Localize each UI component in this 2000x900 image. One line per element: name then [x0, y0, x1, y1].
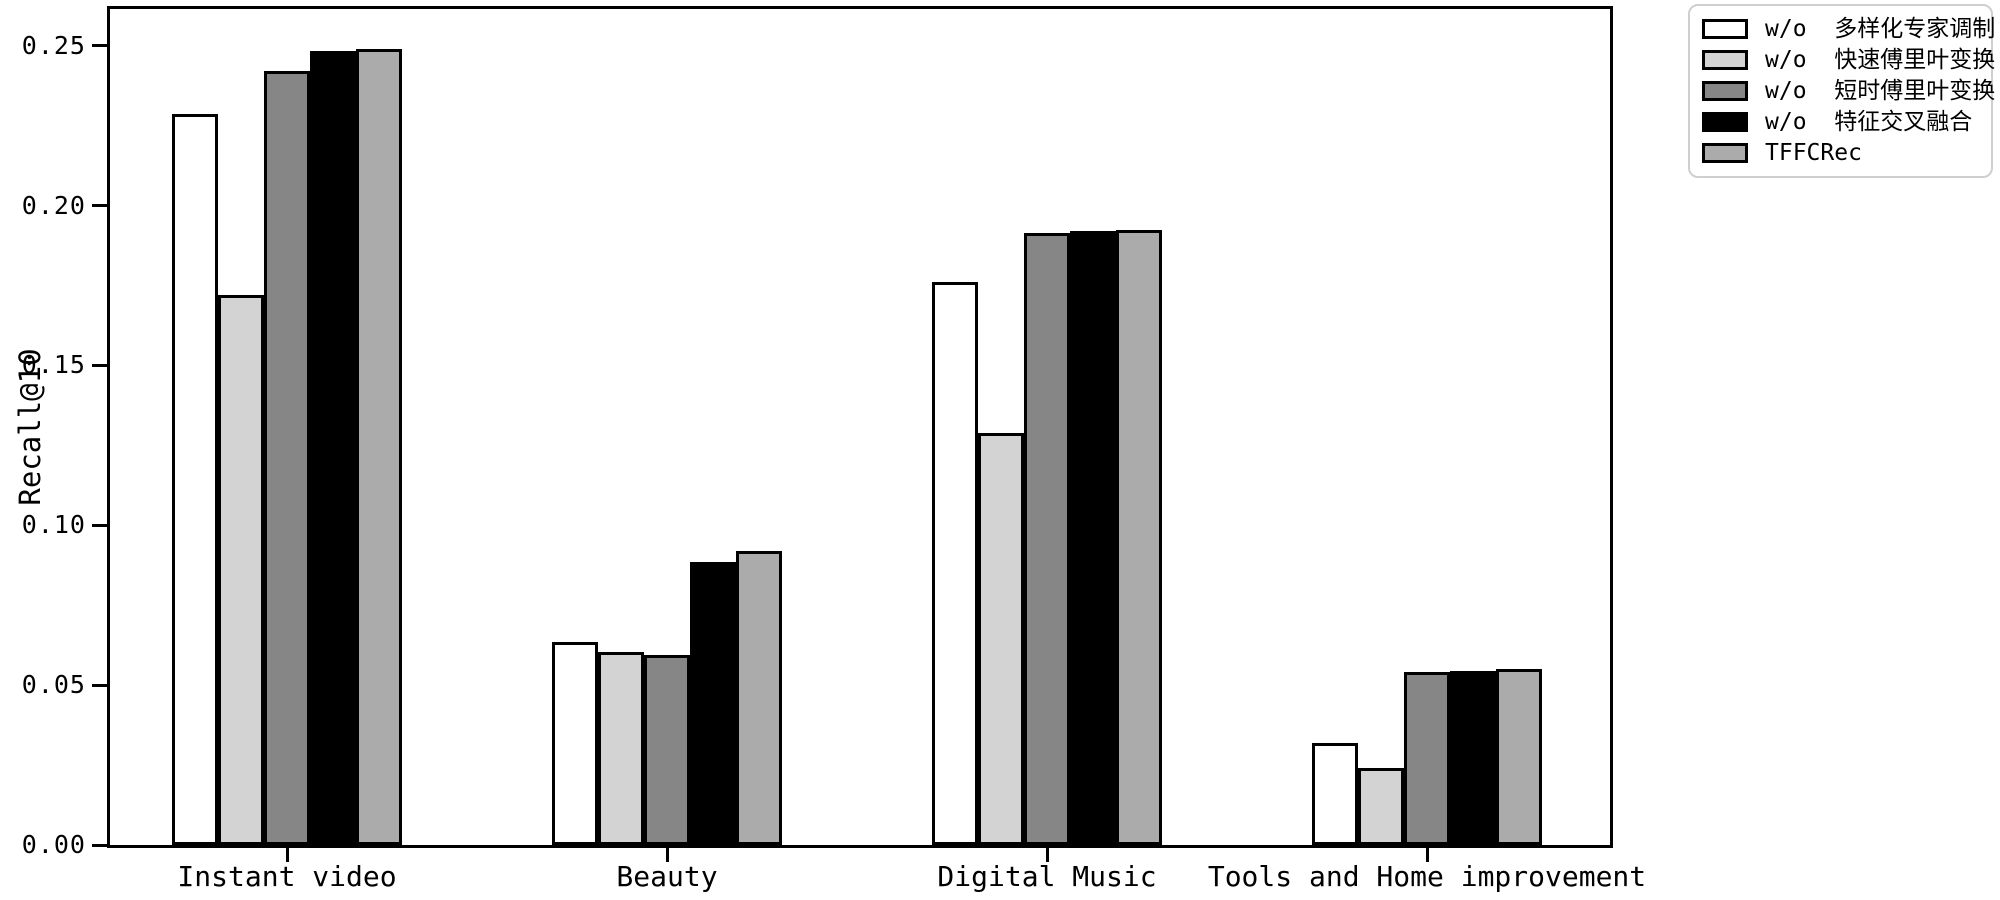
bar-series4-cat2 — [690, 562, 736, 845]
bar-series3-cat1 — [264, 71, 310, 845]
legend-entry-3: w/o 短时傅里叶变换 — [1702, 79, 1995, 103]
bar-series4-cat3 — [1070, 231, 1116, 845]
y-tick-mark-0.15 — [92, 363, 107, 367]
x-tick-label-4: Tools and Home improvement — [1207, 860, 1647, 893]
y-tick-label-0.00: 0.00 — [21, 830, 86, 859]
bar-series4-cat4 — [1450, 671, 1496, 845]
legend-swatch-1 — [1702, 19, 1748, 39]
y-tick-mark-0.25 — [92, 44, 107, 48]
bar-series1-cat1 — [172, 114, 218, 845]
bar-series4-cat1 — [310, 51, 356, 845]
legend-entry-5: TFFCRec — [1702, 141, 1979, 165]
x-tick-mark-3 — [1045, 848, 1049, 862]
legend-label-3: w/o 短时傅里叶变换 — [1765, 78, 1996, 104]
bar-series3-cat4 — [1404, 672, 1450, 845]
legend-label-5: TFFCRec — [1765, 140, 1862, 166]
legend-swatch-3 — [1702, 81, 1748, 101]
legend-entry-4: w/o 特征交叉融合 — [1702, 110, 1979, 134]
bar-series3-cat3 — [1024, 233, 1070, 845]
y-tick-label-0.05: 0.05 — [21, 670, 86, 700]
bar-series5-cat4 — [1496, 669, 1542, 845]
y-tick-mark-0.20 — [92, 204, 107, 208]
x-tick-mark-2 — [665, 848, 669, 862]
bar-series3-cat2 — [644, 655, 690, 845]
bar-series5-cat3 — [1116, 230, 1162, 845]
y-tick-label-0.10: 0.10 — [21, 510, 86, 540]
bar-series2-cat1 — [218, 295, 264, 845]
bar-series5-cat1 — [356, 49, 402, 845]
y-tick-label-0.25: 0.25 — [21, 30, 86, 60]
legend-swatch-2 — [1702, 50, 1748, 70]
x-tick-label-2: Beauty — [616, 860, 718, 893]
bar-series2-cat3 — [978, 433, 1024, 845]
bar-series2-cat2 — [598, 652, 644, 845]
y-tick-label-0.20: 0.20 — [21, 190, 86, 220]
y-tick-mark-0.10 — [92, 523, 107, 527]
y-tick-mark-0.00 — [92, 843, 107, 847]
bar-series1-cat3 — [932, 282, 978, 845]
y-tick-mark-0.05 — [92, 683, 107, 687]
legend-label-4: w/o 特征交叉融合 — [1765, 109, 1973, 135]
bar-series1-cat4 — [1312, 743, 1358, 845]
y-tick-label-0.15: 0.15 — [21, 350, 86, 380]
x-tick-label-1: Instant video — [177, 860, 397, 893]
x-tick-label-3: Digital Music — [937, 860, 1157, 893]
legend-entry-1: w/o 多样化专家调制 — [1702, 17, 1995, 41]
bar-series5-cat2 — [736, 551, 782, 845]
legend-entry-2: w/o 快速傅里叶变换 — [1702, 48, 1995, 72]
legend-label-2: w/o 快速傅里叶变换 — [1765, 47, 1996, 73]
legend-swatch-4 — [1702, 112, 1748, 132]
bar-series1-cat2 — [552, 642, 598, 845]
legend: w/o 多样化专家调制 w/o 快速傅里叶变换 w/o 短时傅里叶变换 w/o 特征交… — [1688, 4, 1995, 178]
x-tick-mark-4 — [1425, 848, 1429, 862]
legend-label-1: w/o 多样化专家调制 — [1765, 16, 1996, 42]
legend-swatch-5 — [1702, 143, 1748, 163]
plot-area — [107, 6, 1613, 848]
bar-series2-cat4 — [1358, 768, 1404, 845]
x-tick-mark-1 — [285, 848, 289, 862]
